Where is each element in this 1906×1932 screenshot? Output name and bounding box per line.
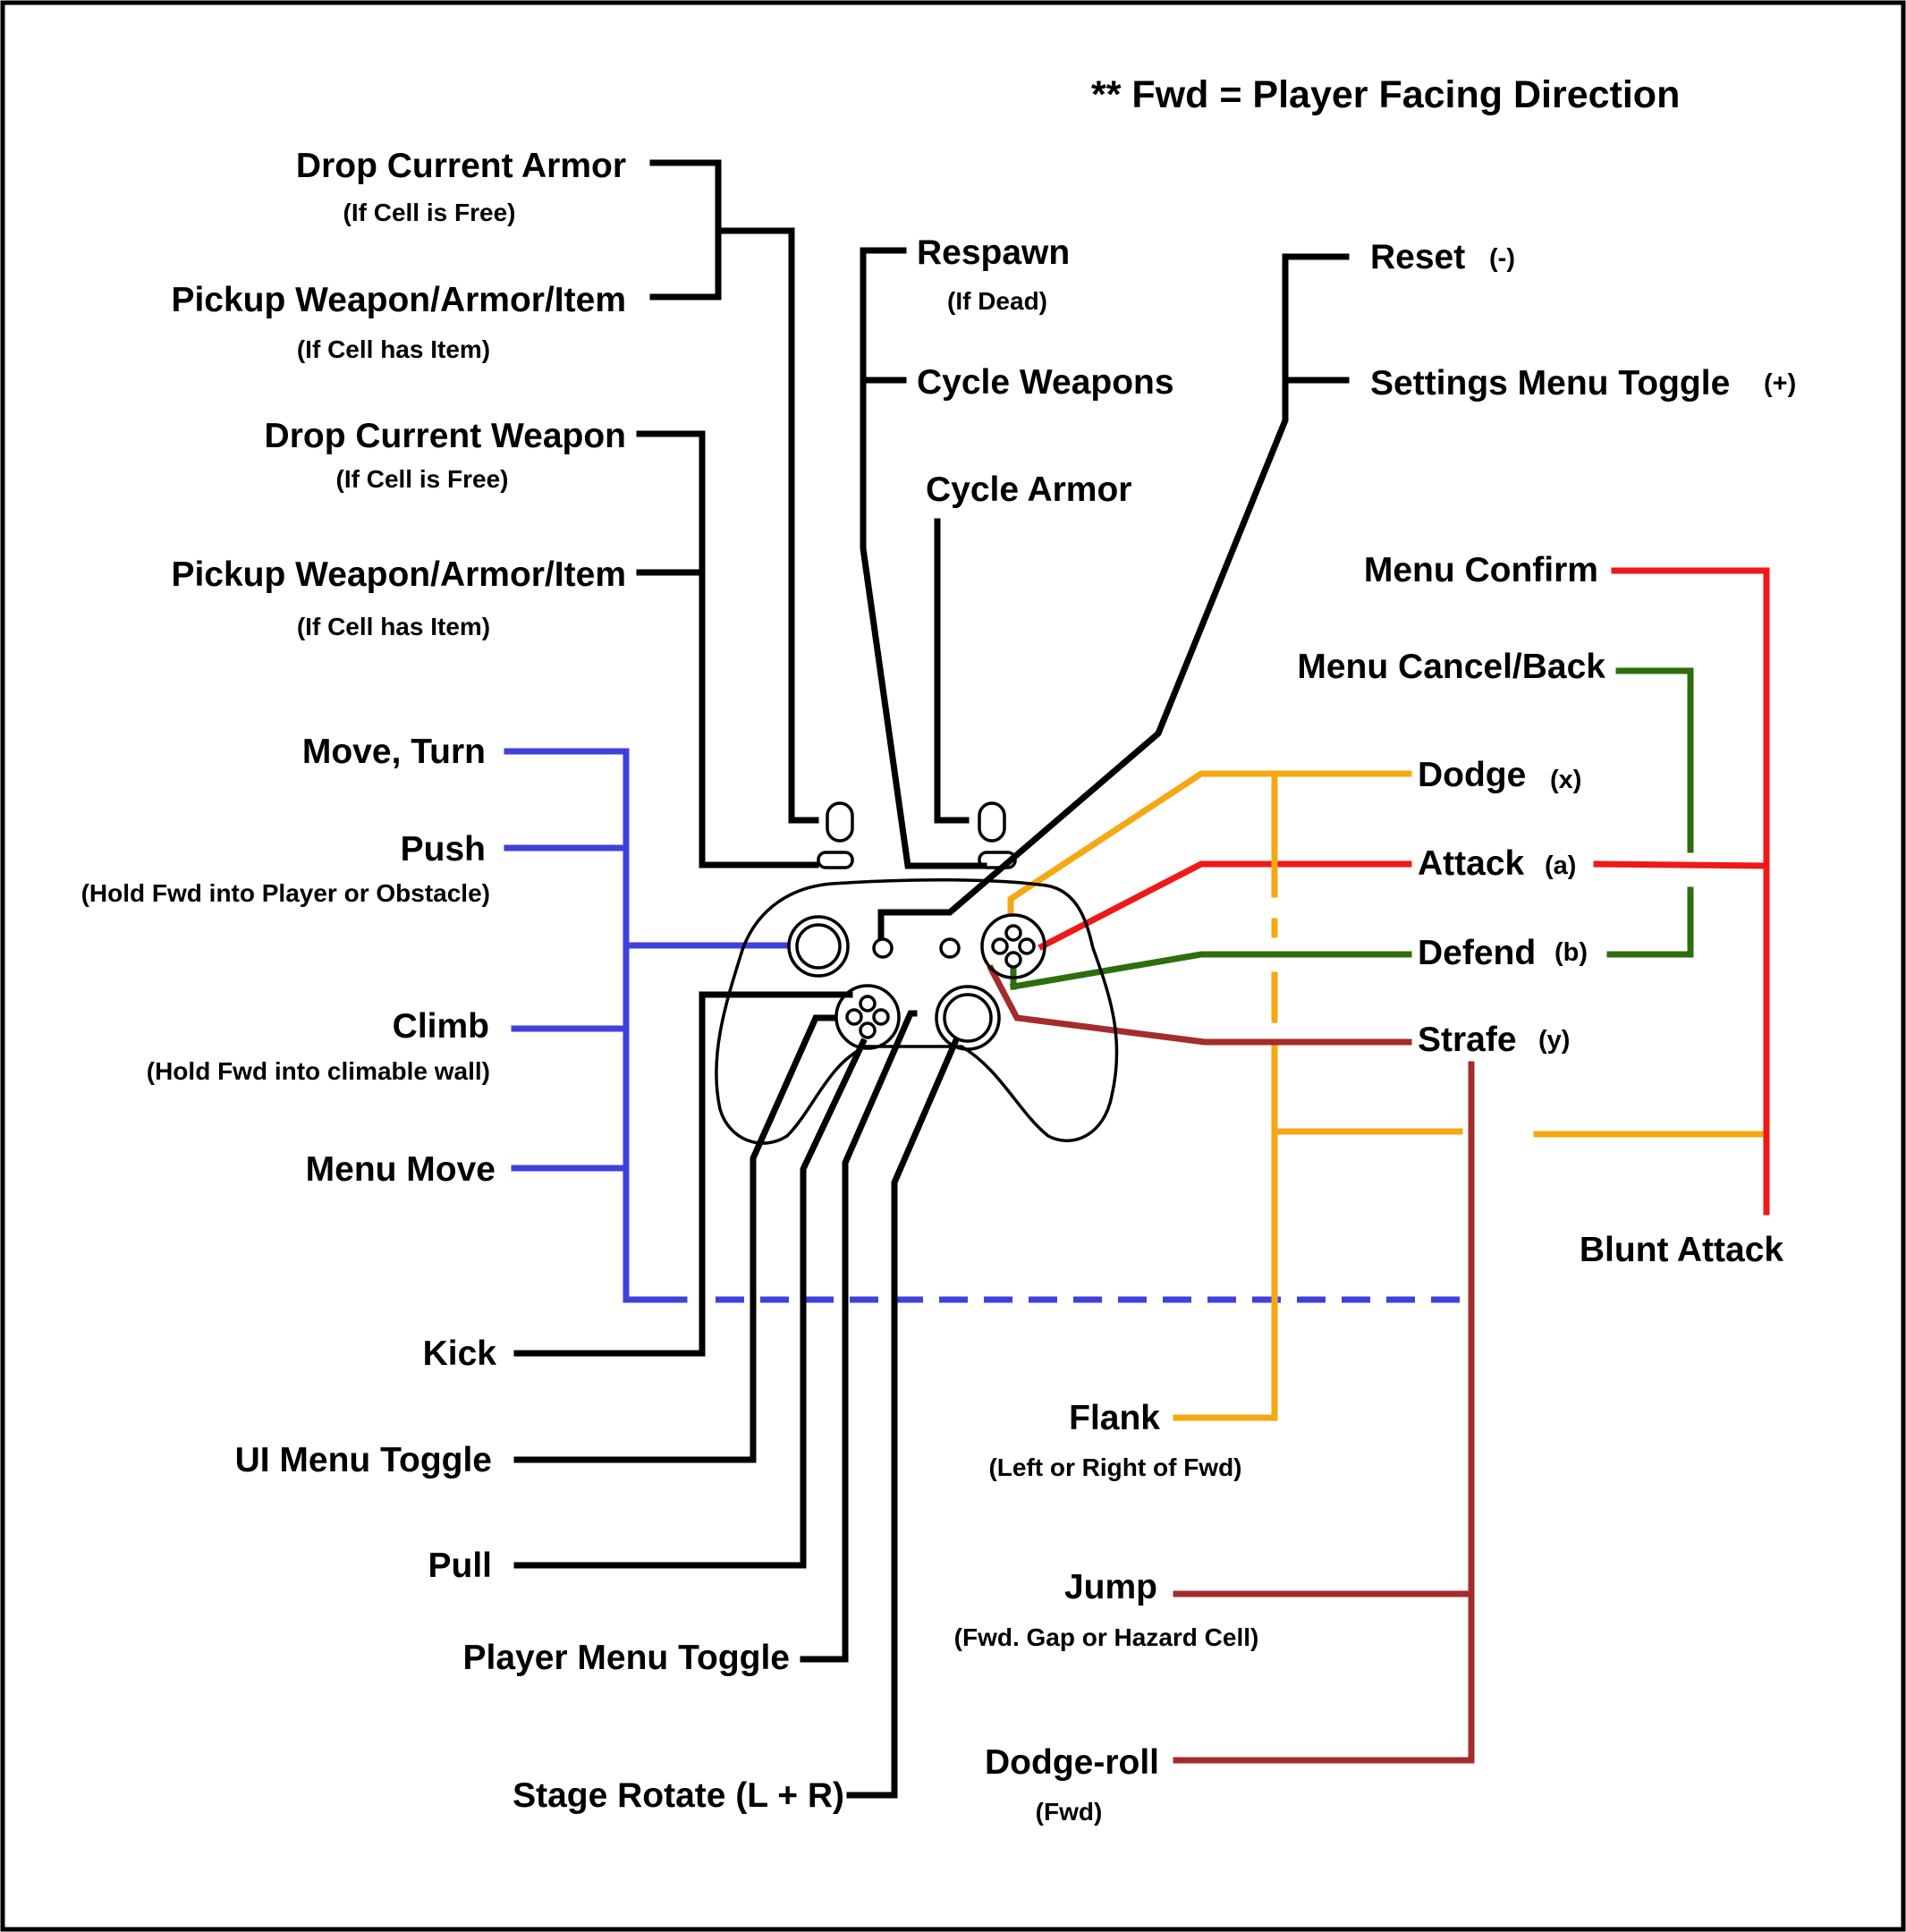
- zl-connector: [715, 227, 819, 824]
- push-sub: (Hold Fwd into Player or Obstacle): [81, 879, 490, 907]
- l-connector: [699, 569, 819, 869]
- right-stick[interactable]: [935, 985, 1001, 1051]
- pull-label: Pull: [428, 1546, 492, 1585]
- settings-key: (+): [1764, 369, 1796, 398]
- cycle-armor-label: Cycle Armor: [926, 470, 1131, 509]
- minus-button[interactable]: [872, 937, 894, 959]
- attack-line: [1038, 860, 1412, 951]
- strafe-key: (y): [1538, 1026, 1570, 1055]
- controller-body: [715, 877, 1119, 1145]
- ui-menu-line: [513, 1014, 835, 1463]
- pickup-1-label: Pickup Weapon/Armor/Item: [171, 281, 626, 319]
- dodge-roll-sub: (Fwd): [1036, 1798, 1103, 1826]
- a-button[interactable]: [1018, 937, 1036, 955]
- armor-bracket: [649, 159, 722, 301]
- stage-rotate-label: Stage Rotate (L + R): [513, 1776, 844, 1815]
- climb-sub: (Hold Fwd into climable wall): [147, 1057, 490, 1085]
- kick-label: Kick: [423, 1335, 497, 1373]
- x-button[interactable]: [1004, 924, 1022, 942]
- l-button[interactable]: [817, 851, 854, 869]
- d-pad-left[interactable]: [845, 1008, 863, 1026]
- menu-cancel-line-a: [1615, 667, 1694, 853]
- zr-trigger[interactable]: [978, 801, 1006, 843]
- jump-sub: (Fwd. Gap or Hazard Cell): [954, 1623, 1259, 1651]
- menu-cancel-line-b: [1606, 886, 1694, 958]
- pickup-1-sub: (If Cell has Item): [297, 335, 490, 363]
- d-pad: [834, 984, 901, 1050]
- strafe-label: Strafe: [1418, 1021, 1517, 1059]
- push-label: Push: [401, 830, 486, 869]
- ui-menu-toggle-label: UI Menu Toggle: [235, 1441, 492, 1479]
- kick-line: [513, 991, 853, 1357]
- flank-sub: (Left or Right of Fwd): [988, 1453, 1241, 1481]
- respawn-bracket: [860, 247, 987, 869]
- controller: [715, 801, 1119, 1145]
- drop-armor-label: Drop Current Armor: [296, 147, 626, 185]
- defend-line: [1009, 951, 1412, 991]
- d-pad-down[interactable]: [859, 1021, 877, 1039]
- d-pad-right[interactable]: [872, 1008, 890, 1026]
- defend-key: (b): [1554, 938, 1588, 967]
- attack-key: (a): [1545, 852, 1576, 880]
- reset-connector: [877, 253, 1350, 940]
- dodge-label: Dodge: [1418, 756, 1526, 794]
- menu-move-label: Menu Move: [306, 1150, 496, 1189]
- left-stick[interactable]: [787, 915, 850, 978]
- zl-trigger[interactable]: [826, 801, 854, 843]
- weapon-bracket: [636, 430, 706, 576]
- cycle-armor-line: [934, 518, 970, 824]
- b-button[interactable]: [1004, 951, 1022, 969]
- fwd-note: ** Fwd = Player Facing Direction: [1091, 73, 1680, 116]
- reset-key: (-): [1489, 244, 1515, 273]
- menu-confirm-label: Menu Confirm: [1364, 551, 1598, 589]
- climb-label: Climb: [393, 1007, 489, 1046]
- strafe-line: [987, 964, 1412, 1046]
- drop-armor-sub: (If Cell is Free): [343, 199, 516, 226]
- right-stick-cap: [943, 993, 993, 1043]
- face-buttons: [980, 913, 1046, 979]
- drop-weapon-label: Drop Current Weapon: [265, 417, 626, 455]
- cycle-weapons-label: Cycle Weapons: [917, 363, 1174, 402]
- player-menu-line: [800, 1010, 918, 1663]
- dodge-roll-line: [1173, 1061, 1475, 1764]
- respawn-sub: (If Dead): [947, 287, 1047, 315]
- maroon-lines: [987, 964, 1475, 1764]
- d-pad-up[interactable]: [859, 995, 877, 1013]
- blunt-attack-label: Blunt Attack: [1580, 1231, 1784, 1269]
- red-lines: [1038, 567, 1770, 1216]
- move-turn-label: Move, Turn: [302, 733, 486, 771]
- pull-line: [513, 1038, 868, 1569]
- y-button[interactable]: [991, 937, 1009, 955]
- menu-cancel-label: Menu Cancel/Back: [1297, 648, 1605, 686]
- drop-weapon-sub: (If Cell is Free): [336, 465, 509, 493]
- dodge-key: (x): [1550, 766, 1581, 794]
- stage-rotate-line: [846, 1038, 960, 1799]
- left-stick-cap: [795, 923, 842, 970]
- attack-red-right: [1593, 860, 1770, 869]
- flank-label: Flank: [1069, 1399, 1160, 1437]
- reset-label: Reset: [1370, 238, 1465, 276]
- blue-lines: [504, 748, 1467, 1303]
- respawn-label: Respawn: [917, 233, 1070, 272]
- dodge-line: [1007, 770, 1412, 916]
- pickup-2-sub: (If Cell has Item): [297, 613, 490, 640]
- defend-label: Defend: [1418, 934, 1536, 972]
- player-menu-toggle-label: Player Menu Toggle: [462, 1639, 790, 1677]
- plus-button[interactable]: [939, 937, 961, 959]
- jump-label: Jump: [1064, 1568, 1157, 1606]
- settings-toggle-label: Settings Menu Toggle: [1370, 364, 1730, 402]
- dodge-roll-label: Dodge-roll: [985, 1743, 1159, 1782]
- flank-line: [1173, 1043, 1278, 1421]
- pickup-2-label: Pickup Weapon/Armor/Item: [171, 555, 626, 594]
- orange-lines: [1007, 770, 1764, 1421]
- attack-label: Attack: [1418, 844, 1525, 883]
- black-lines: [513, 159, 1350, 1799]
- r-button[interactable]: [978, 851, 1017, 869]
- menu-confirm-line: [1611, 567, 1770, 1216]
